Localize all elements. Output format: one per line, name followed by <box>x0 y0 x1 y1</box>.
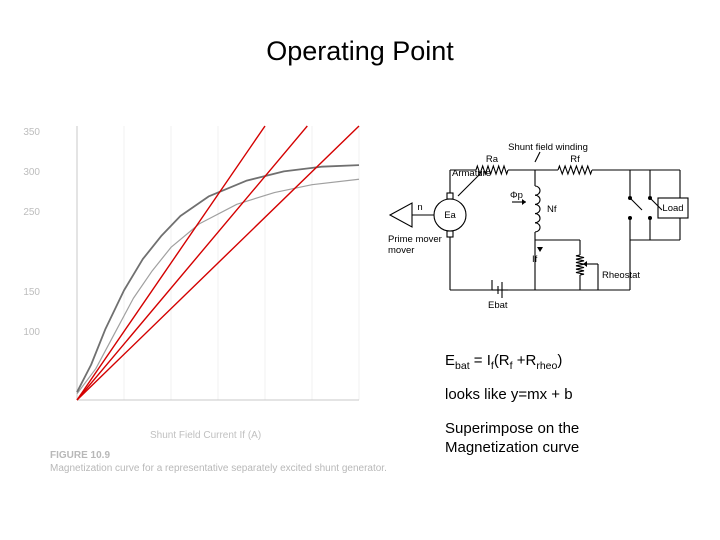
chart-svg <box>45 120 365 430</box>
page-title: Operating Point <box>0 36 720 67</box>
svg-text:Shunt field winding: Shunt field winding <box>508 142 588 153</box>
svg-text:Nf: Nf <box>547 204 557 215</box>
svg-text:mover: mover <box>388 245 414 256</box>
svg-text:Load: Load <box>662 203 683 214</box>
svg-text:Ra: Ra <box>486 154 499 165</box>
svg-text:Ebat: Ebat <box>488 300 508 311</box>
circuit-diagram: Shunt field windingEaArmaturePrime mover… <box>380 140 690 320</box>
magnetization-chart <box>45 120 365 430</box>
circuit-svg: Shunt field windingEaArmaturePrime mover… <box>380 140 690 320</box>
figure-number: FIGURE 10.9 <box>50 450 110 461</box>
figure-caption: Magnetization curve for a representative… <box>50 463 387 474</box>
svg-text:Φp: Φp <box>510 190 523 201</box>
equation-superimpose: Superimpose on the Magnetization curve <box>445 420 665 458</box>
equation-linear: looks like y=mx + b <box>445 386 665 403</box>
equation-ebat: Ebat = If(Rf +Rrheo) <box>445 352 665 372</box>
svg-text:Prime mover: Prime mover <box>388 234 442 245</box>
svg-text:Rheostat: Rheostat <box>602 270 640 281</box>
x-axis-label: Shunt Field Current If (A) <box>150 430 261 441</box>
svg-text:Ea: Ea <box>444 210 456 221</box>
svg-text:Rf: Rf <box>570 154 580 165</box>
svg-text:n: n <box>417 202 422 213</box>
